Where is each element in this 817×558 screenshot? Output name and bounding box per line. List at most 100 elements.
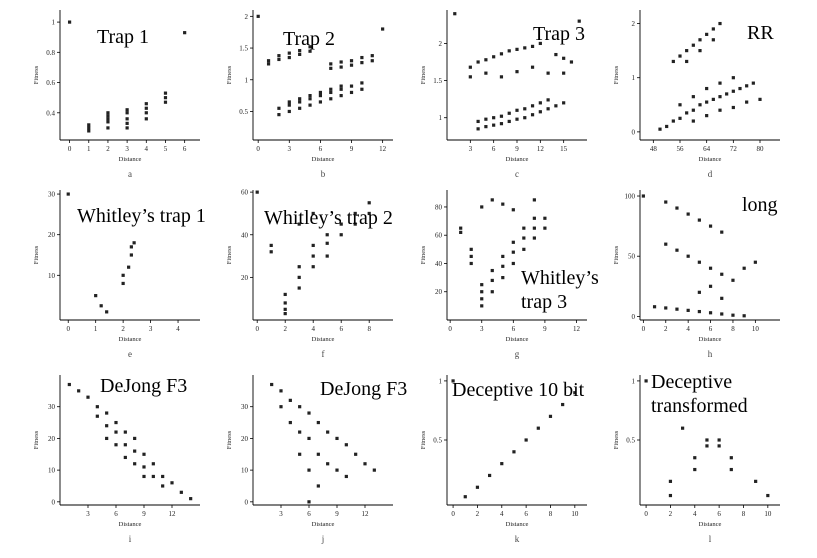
data-point xyxy=(339,65,343,69)
data-point xyxy=(484,71,488,75)
data-point xyxy=(685,49,689,53)
data-point xyxy=(546,107,550,111)
y-tick-label: 0 xyxy=(52,498,56,506)
x-tick-label: 2 xyxy=(476,510,480,518)
data-point xyxy=(114,430,118,434)
y-tick-label: 0.5 xyxy=(239,108,248,116)
data-point xyxy=(189,497,193,501)
data-point xyxy=(360,61,364,65)
data-point xyxy=(538,41,542,46)
x-tick-label: 12 xyxy=(573,325,581,333)
data-point xyxy=(515,70,519,74)
data-point xyxy=(183,31,187,35)
chart-panel-e: 0 1 2 3 4 10 20 30 Distance Fitness e Whitley’s tra… xyxy=(33,190,206,359)
data-point xyxy=(316,452,320,456)
data-point xyxy=(720,296,724,300)
data-point xyxy=(546,98,550,102)
data-point xyxy=(758,97,762,101)
data-point xyxy=(523,46,527,50)
data-point xyxy=(287,103,291,107)
data-point xyxy=(329,97,333,101)
data-point xyxy=(287,55,291,60)
overlay-caption: Whitley’s xyxy=(521,267,599,289)
panel-letter: k xyxy=(515,534,520,544)
data-point xyxy=(256,14,260,18)
data-point xyxy=(87,126,91,130)
data-point xyxy=(554,52,558,57)
data-point xyxy=(693,456,697,460)
data-point xyxy=(94,294,98,298)
data-point xyxy=(170,481,174,485)
chart-panel-k: 0 2 4 6 8 10 0.5 1 Distance Fitness k Deceptive 10 … xyxy=(420,375,587,544)
x-tick-label: 8 xyxy=(742,510,746,518)
x-tick-label: 10 xyxy=(571,510,579,518)
y-axis-label: Fitness xyxy=(613,65,620,84)
data-point xyxy=(490,198,494,202)
data-point xyxy=(708,224,713,228)
data-point xyxy=(671,59,675,64)
data-point xyxy=(325,241,329,245)
data-point xyxy=(283,301,287,305)
data-point xyxy=(507,119,511,124)
data-point xyxy=(668,493,673,498)
data-point xyxy=(705,444,709,448)
y-tick-label: 40 xyxy=(241,231,249,239)
data-point xyxy=(329,87,333,91)
data-point xyxy=(161,474,165,479)
data-point xyxy=(307,411,311,415)
x-tick-label: 10 xyxy=(752,325,760,333)
data-point xyxy=(711,97,715,101)
data-point xyxy=(476,60,480,64)
x-tick-label: 6 xyxy=(492,145,496,153)
data-point xyxy=(698,49,702,53)
data-point xyxy=(530,44,535,48)
data-point xyxy=(381,27,385,31)
data-point xyxy=(255,190,259,194)
data-point xyxy=(288,398,292,402)
y-tick-label: 30 xyxy=(241,403,249,411)
data-point xyxy=(511,250,515,254)
x-tick-label: 3 xyxy=(86,510,90,518)
data-point xyxy=(675,206,679,210)
y-tick-label: 100 xyxy=(625,193,636,201)
panel-letter: j xyxy=(321,534,325,544)
data-point xyxy=(532,216,536,220)
data-point xyxy=(731,278,735,282)
data-point xyxy=(515,117,519,121)
data-point xyxy=(339,233,343,237)
x-tick-label: 12 xyxy=(169,510,177,518)
data-point xyxy=(507,111,511,115)
data-point xyxy=(277,113,281,117)
x-axis-label: Distance xyxy=(506,156,529,163)
data-point xyxy=(538,101,542,105)
x-tick-label: 4 xyxy=(176,325,180,333)
y-axis-label: Fitness xyxy=(420,245,427,264)
data-point xyxy=(308,45,312,49)
data-point xyxy=(325,254,329,258)
data-point xyxy=(269,250,273,254)
data-point xyxy=(114,443,118,447)
y-tick-label: 1 xyxy=(439,114,443,122)
overlay-caption: Whitley’s trap 1 xyxy=(77,205,206,227)
data-point xyxy=(678,54,682,58)
data-point xyxy=(106,111,110,115)
data-point xyxy=(360,55,364,60)
data-point xyxy=(492,55,496,59)
data-point xyxy=(105,310,109,314)
data-point xyxy=(367,211,371,216)
data-point xyxy=(95,414,99,418)
data-point xyxy=(524,438,528,442)
data-point xyxy=(718,21,722,26)
data-point xyxy=(499,122,504,126)
overlay-caption: RR xyxy=(747,22,774,44)
data-point xyxy=(641,194,645,198)
data-point xyxy=(698,38,702,42)
data-point xyxy=(745,100,749,104)
y-tick-label: 20 xyxy=(435,288,443,296)
data-point xyxy=(686,308,690,312)
y-tick-label: 0 xyxy=(632,128,636,136)
data-point xyxy=(125,121,129,125)
data-point xyxy=(161,484,165,488)
data-point xyxy=(665,124,669,129)
x-tick-label: 2 xyxy=(283,325,287,333)
